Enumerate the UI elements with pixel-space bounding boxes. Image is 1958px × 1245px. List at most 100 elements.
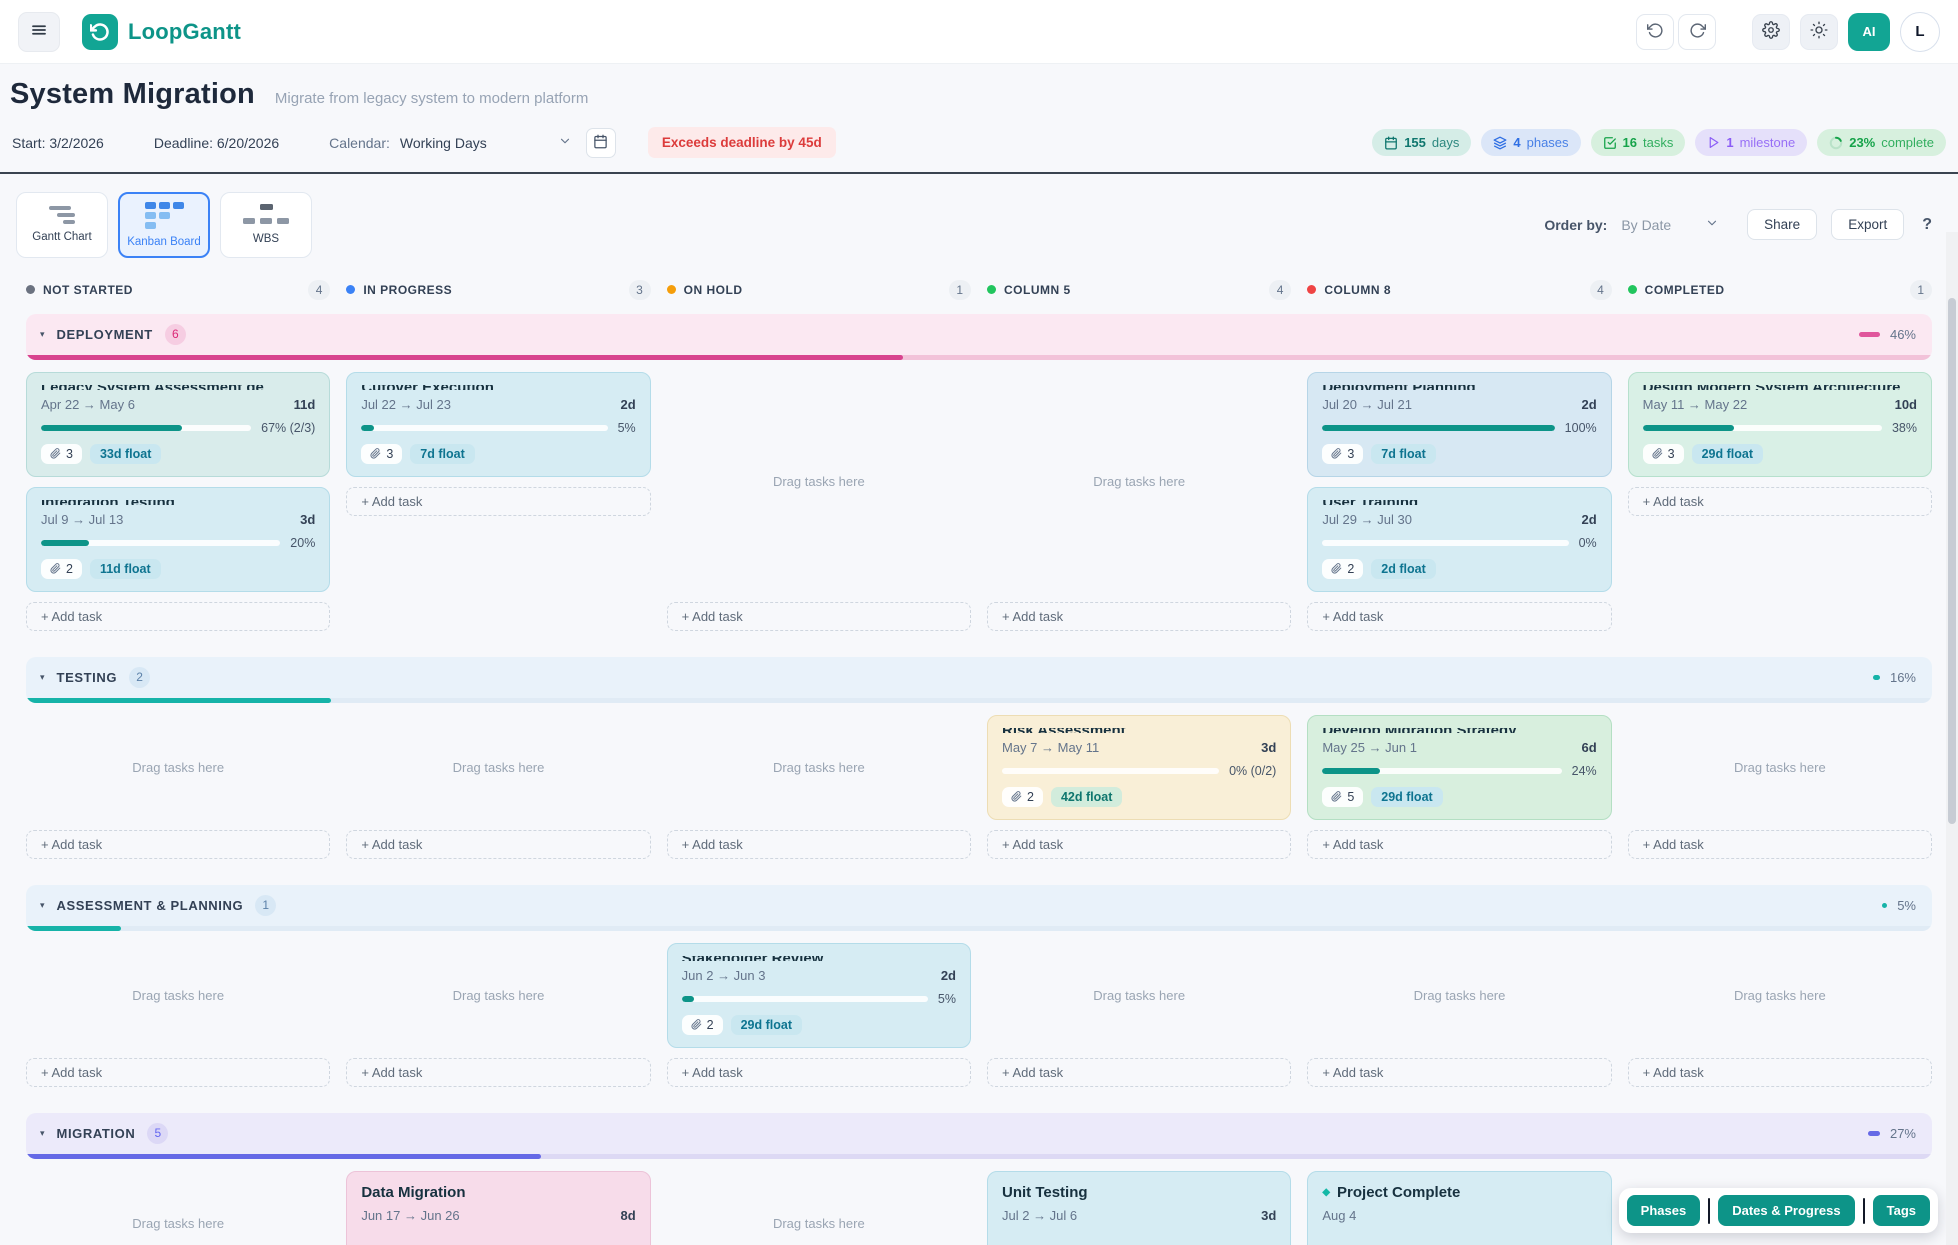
stat-value: 155 <box>1404 135 1426 150</box>
view-button-kanban[interactable]: Kanban Board <box>118 191 210 258</box>
add-task-button[interactable]: + Add task <box>1627 829 1932 859</box>
add-task-button[interactable]: + Add task <box>987 829 1292 859</box>
share-button[interactable]: Share <box>1747 209 1818 240</box>
task-duration: 3d <box>300 511 316 527</box>
dependencies-badge: 3 <box>41 443 82 464</box>
task-card[interactable]: Develop Migration Strategy May 25 → Jun 1… <box>1307 714 1612 820</box>
status-dot <box>1627 285 1637 294</box>
task-card[interactable]: Integration Testing Jul 9 → Jul 13 3d 20% 2 1… <box>26 486 331 592</box>
ai-assistant-button[interactable]: AI <box>1848 12 1890 51</box>
add-task-button[interactable]: + Add task <box>1307 829 1612 859</box>
lane-header[interactable]: ▾ DEPLOYMENT 6 46% <box>26 313 1932 360</box>
add-task-button[interactable]: + Add task <box>1627 486 1932 516</box>
add-task-button[interactable]: + Add task <box>666 601 971 631</box>
lane-progress-summary: 5% <box>1882 898 1916 913</box>
add-task-button[interactable]: + Add task <box>346 1057 651 1087</box>
add-task-button[interactable]: + Add task <box>346 829 651 859</box>
task-date-range: Apr 22 → May 6 <box>41 396 135 412</box>
settings-button[interactable] <box>1752 13 1790 50</box>
toggle-dates-progress-button[interactable]: Dates & Progress <box>1718 1195 1855 1226</box>
task-card[interactable]: Deployment Planning Jul 20 → Jul 21 2d 100%… <box>1307 371 1612 477</box>
theme-toggle-button[interactable] <box>1800 13 1838 50</box>
help-button[interactable]: ? <box>1922 215 1932 233</box>
paperclip-icon <box>50 448 61 459</box>
add-task-button[interactable]: + Add task <box>1307 1057 1612 1087</box>
view-button-gantt[interactable]: Gantt Chart <box>16 191 108 258</box>
column-headers: NOT STARTED 4 IN PROGRESS 3 ON HOLD 1 COLUMN 5… <box>26 279 1932 300</box>
lane-mini-progress-bar <box>1867 1130 1880 1136</box>
order-by-label: Order by: <box>1544 216 1608 233</box>
kanban-view-icon <box>144 201 184 229</box>
dependencies-count: 3 <box>1667 446 1675 461</box>
lane-header[interactable]: ▾ MIGRATION 5 27% <box>26 1112 1932 1159</box>
stat-badge-tasks: 16 tasks <box>1590 129 1686 156</box>
task-duration: 3d <box>1261 739 1277 755</box>
milestone-diamond-icon: ◆ <box>1322 1186 1331 1198</box>
calendar-select[interactable]: Calendar: Working Days <box>329 134 572 151</box>
task-badges-row: 2 42d float <box>1002 786 1276 807</box>
task-badges-row: 3 33d float <box>41 443 315 464</box>
vertical-scrollbar-thumb[interactable] <box>1948 298 1956 824</box>
view-button-label: Kanban Board <box>127 235 201 248</box>
order-by-select[interactable]: By Date <box>1621 216 1719 233</box>
status-dot <box>26 285 35 294</box>
menu-button[interactable] <box>18 11 60 52</box>
task-duration: 11d <box>293 396 316 412</box>
task-card[interactable]: Data Migration Jun 17 → Jun 26 8d <box>346 1170 651 1245</box>
add-task-button[interactable]: + Add task <box>26 829 331 859</box>
lane-name: ASSESSMENT & PLANNING <box>56 897 244 913</box>
add-task-button[interactable]: + Add task <box>987 601 1292 631</box>
lane-task-count-badge: 6 <box>164 323 186 345</box>
task-card[interactable]: Legacy System Assessment qe Apr 22 → May … <box>26 371 331 477</box>
view-button-wbs[interactable]: WBS <box>220 191 312 258</box>
add-task-button[interactable]: + Add task <box>26 1057 331 1087</box>
add-task-button[interactable]: + Add task <box>1627 1057 1932 1087</box>
lane-header[interactable]: ▾ ASSESSMENT & PLANNING 1 5% <box>26 884 1932 931</box>
dependencies-count: 3 <box>386 446 394 461</box>
task-progress-fill <box>681 995 694 1002</box>
user-avatar[interactable]: L <box>1900 11 1940 52</box>
toggle-tags-button[interactable]: Tags <box>1872 1195 1930 1226</box>
task-dates-row: Apr 22 → May 6 11d <box>41 397 315 412</box>
collapse-caret-icon[interactable]: ▾ <box>40 671 45 682</box>
add-task-button[interactable]: + Add task <box>666 1057 971 1087</box>
add-task-button[interactable]: + Add task <box>346 486 651 516</box>
task-card[interactable]: Design Modern System Architecture May 11 … <box>1627 371 1932 477</box>
column-count: 1 <box>949 279 971 300</box>
task-title-text: Integration Testing <box>41 500 175 505</box>
task-progress-label: 100% <box>1564 420 1597 435</box>
collapse-caret-icon[interactable]: ▾ <box>40 1127 45 1138</box>
dependencies-count: 2 <box>66 561 73 576</box>
add-task-button[interactable]: + Add task <box>666 829 971 859</box>
add-task-button[interactable]: + Add task <box>26 601 331 631</box>
float-badge: 29d float <box>730 1014 803 1035</box>
task-card[interactable]: User Training Jul 29 → Jul 30 2d 0% 2 2d floa… <box>1307 486 1612 592</box>
task-card[interactable]: Stakeholder Review Jun 2 → Jun 3 2d 5% 2 29d … <box>666 942 971 1048</box>
export-button[interactable]: Export <box>1831 209 1905 240</box>
undo-button[interactable] <box>1636 13 1674 50</box>
lane-task-count-badge: 2 <box>129 666 151 688</box>
toggle-phases-button[interactable]: Phases <box>1626 1195 1701 1226</box>
collapse-caret-icon[interactable]: ▾ <box>40 899 45 910</box>
task-card[interactable]: Cutover Execution Jul 22 → Jul 23 2d 5% 3 7d … <box>346 371 651 477</box>
app-logo[interactable]: LoopGantt <box>82 13 241 50</box>
collapse-caret-icon[interactable]: ▾ <box>40 328 45 339</box>
lane-progress-fill <box>26 925 122 931</box>
lane-progress-fill <box>26 697 331 703</box>
kanban-cell: Drag tasks here + Add task <box>666 372 971 631</box>
calendar-picker-button[interactable] <box>585 127 616 158</box>
check-square-icon <box>1603 136 1617 150</box>
redo-icon <box>1689 22 1706 42</box>
column-name: COLUMN 8 <box>1324 282 1391 297</box>
lane-header[interactable]: ▾ TESTING 2 16% <box>26 656 1932 703</box>
hamburger-icon <box>30 21 48 42</box>
add-task-button[interactable]: + Add task <box>987 1057 1292 1087</box>
task-card[interactable]: ◆ Project Complete Aug 4 <box>1307 1170 1612 1245</box>
lane-progress-summary: 27% <box>1867 1126 1916 1141</box>
add-task-button[interactable]: + Add task <box>1307 601 1612 631</box>
redo-button[interactable] <box>1678 13 1716 50</box>
task-card[interactable]: Risk Assessment May 7 → May 11 3d 0% (0/2) 2… <box>987 714 1292 820</box>
task-card[interactable]: Unit Testing Jul 2 → Jul 6 3d <box>987 1170 1292 1245</box>
